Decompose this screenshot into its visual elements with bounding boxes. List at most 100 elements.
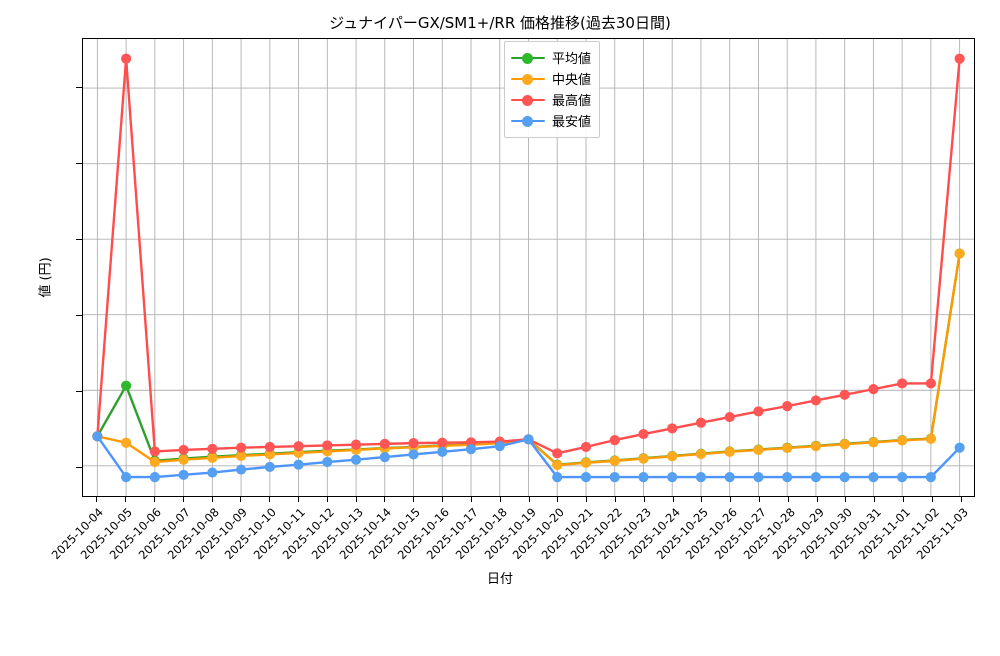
legend-item[interactable]: 最安値 bbox=[511, 110, 591, 131]
legend-swatch-icon bbox=[511, 115, 545, 127]
series-marker bbox=[638, 428, 649, 440]
series-marker bbox=[839, 389, 850, 400]
chart-legend: 平均値中央値最高値最安値 bbox=[504, 41, 601, 138]
series-marker bbox=[437, 437, 448, 448]
series-marker bbox=[207, 467, 218, 478]
y-axis-label: 値 (円) bbox=[38, 257, 54, 298]
legend-swatch-icon bbox=[511, 94, 545, 106]
x-tick-mark bbox=[154, 497, 156, 502]
series-marker bbox=[264, 461, 275, 472]
y-tick-mark bbox=[76, 163, 82, 165]
series-marker bbox=[322, 456, 333, 468]
series-marker bbox=[379, 452, 390, 463]
x-tick-mark bbox=[528, 497, 530, 502]
series-marker bbox=[149, 472, 160, 483]
chart-figure: ジュナイパーGX/SM1+/RR 価格推移(過去30日間) 値 (円) 日付 2… bbox=[38, 14, 975, 587]
y-tick-mark bbox=[76, 87, 82, 89]
series-marker bbox=[580, 457, 592, 468]
series-marker bbox=[92, 431, 103, 442]
series-marker bbox=[580, 441, 592, 452]
series-marker bbox=[897, 378, 908, 389]
x-tick-mark bbox=[298, 497, 300, 502]
x-tick-mark bbox=[701, 497, 703, 502]
x-tick-mark bbox=[643, 497, 645, 502]
x-tick-mark bbox=[586, 497, 588, 502]
series-marker bbox=[954, 248, 965, 259]
series-marker bbox=[552, 459, 563, 471]
legend-label: 平均値 bbox=[552, 52, 592, 67]
series-marker bbox=[264, 441, 275, 452]
series-marker bbox=[408, 449, 419, 460]
x-tick-mark bbox=[874, 497, 876, 502]
series-marker bbox=[695, 417, 707, 428]
legend-label: 最安値 bbox=[552, 115, 592, 130]
series-marker bbox=[667, 451, 678, 462]
series-marker bbox=[149, 446, 160, 457]
x-tick-mark bbox=[269, 497, 271, 502]
series-marker bbox=[868, 472, 879, 483]
series-marker bbox=[724, 411, 735, 423]
series-marker bbox=[839, 439, 850, 450]
x-tick-mark bbox=[758, 497, 760, 502]
series-marker bbox=[925, 433, 936, 445]
x-tick-mark bbox=[384, 497, 386, 502]
series-marker bbox=[552, 472, 563, 483]
series-marker bbox=[753, 444, 764, 455]
x-tick-mark bbox=[326, 497, 328, 502]
series-marker bbox=[207, 452, 218, 463]
chart-title: ジュナイパーGX/SM1+/RR 価格推移(過去30日間) bbox=[329, 14, 671, 32]
series-marker bbox=[178, 444, 189, 455]
series-marker bbox=[638, 472, 649, 483]
grid-lines bbox=[83, 39, 974, 496]
series-marker bbox=[810, 472, 822, 483]
series-marker bbox=[839, 472, 850, 483]
y-tick-mark bbox=[76, 466, 82, 468]
legend-item[interactable]: 最高値 bbox=[511, 89, 591, 110]
x-tick-mark bbox=[413, 497, 415, 502]
data-series-group bbox=[92, 53, 965, 483]
series-marker bbox=[121, 472, 132, 483]
series-marker bbox=[178, 454, 189, 465]
series-marker bbox=[667, 472, 678, 483]
series-marker bbox=[264, 449, 275, 460]
series-marker bbox=[293, 441, 304, 452]
series-marker bbox=[465, 444, 477, 455]
x-tick-mark bbox=[182, 497, 184, 502]
legend-label: 最高値 bbox=[552, 94, 592, 109]
x-tick-mark bbox=[845, 497, 847, 502]
legend-item[interactable]: 平均値 bbox=[511, 47, 591, 68]
x-tick-mark bbox=[902, 497, 904, 502]
series-marker bbox=[753, 472, 764, 483]
series-marker bbox=[121, 380, 132, 391]
x-tick-mark bbox=[614, 497, 616, 502]
x-tick-mark bbox=[240, 497, 242, 502]
legend-label: 中央値 bbox=[552, 73, 592, 88]
series-marker bbox=[437, 446, 448, 457]
y-tick-mark bbox=[76, 239, 82, 241]
series-marker bbox=[350, 439, 362, 450]
series-marker bbox=[782, 472, 793, 483]
y-tick-mark bbox=[76, 314, 82, 316]
series-marker bbox=[523, 434, 534, 445]
series-marker bbox=[235, 450, 247, 462]
chart-canvas bbox=[83, 39, 974, 496]
series-marker bbox=[897, 435, 908, 446]
series-marker bbox=[379, 438, 390, 449]
x-axis-label: 日付 bbox=[486, 572, 513, 587]
series-marker bbox=[954, 53, 965, 64]
series-marker bbox=[494, 441, 505, 452]
x-tick-mark bbox=[499, 497, 501, 502]
series-marker bbox=[408, 438, 419, 449]
legend-item[interactable]: 中央値 bbox=[511, 68, 591, 89]
series-marker bbox=[753, 406, 764, 417]
series-marker bbox=[638, 453, 649, 464]
series-marker bbox=[868, 437, 879, 448]
series-marker bbox=[293, 459, 304, 470]
series-marker bbox=[724, 446, 735, 457]
legend-swatch-icon bbox=[511, 52, 545, 64]
series-marker bbox=[724, 472, 735, 483]
x-tick-mark bbox=[672, 497, 674, 502]
series-marker bbox=[178, 469, 189, 480]
series-marker bbox=[782, 442, 793, 454]
series-marker bbox=[121, 437, 132, 448]
